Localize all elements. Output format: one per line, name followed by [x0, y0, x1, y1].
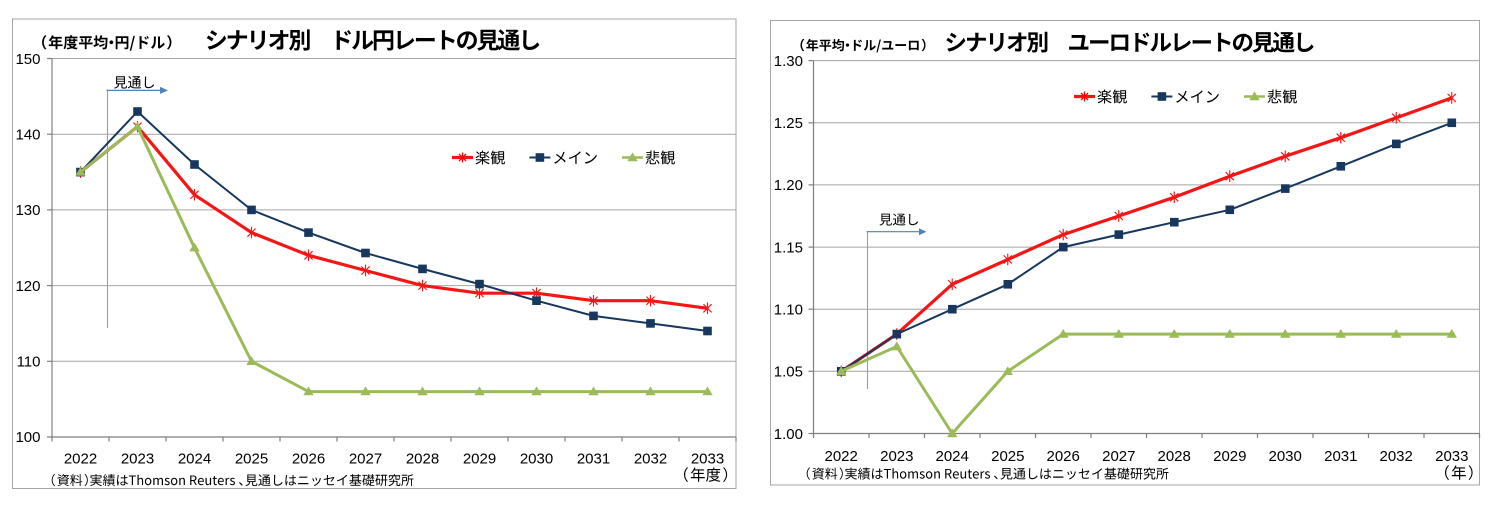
svg-text:2022: 2022 — [825, 448, 858, 465]
svg-text:2032: 2032 — [634, 451, 667, 468]
svg-text:2028: 2028 — [406, 451, 439, 468]
svg-text:2026: 2026 — [1047, 448, 1080, 465]
svg-text:2030: 2030 — [520, 451, 553, 468]
svg-text:2025: 2025 — [991, 448, 1024, 465]
svg-text:1.25: 1.25 — [774, 115, 803, 132]
svg-text:2030: 2030 — [1269, 448, 1302, 465]
svg-text:2023: 2023 — [121, 451, 154, 468]
svg-text:2029: 2029 — [463, 451, 496, 468]
svg-text:2033: 2033 — [691, 451, 724, 468]
svg-text:130: 130 — [15, 202, 40, 219]
svg-text:1.15: 1.15 — [774, 239, 803, 256]
svg-text:2027: 2027 — [349, 451, 382, 468]
svg-text:2027: 2027 — [1102, 448, 1135, 465]
svg-text:1.30: 1.30 — [774, 53, 803, 70]
svg-text:1.10: 1.10 — [774, 301, 803, 318]
svg-text:2031: 2031 — [1324, 448, 1357, 465]
svg-text:2022: 2022 — [64, 451, 97, 468]
svg-text:2026: 2026 — [292, 451, 325, 468]
svg-text:2032: 2032 — [1380, 448, 1413, 465]
svg-text:2024: 2024 — [178, 451, 211, 468]
svg-text:1.05: 1.05 — [774, 364, 803, 381]
svg-text:2031: 2031 — [577, 451, 610, 468]
svg-text:2025: 2025 — [235, 451, 268, 468]
svg-text:2024: 2024 — [936, 448, 969, 465]
svg-text:150: 150 — [15, 51, 40, 68]
svg-text:2028: 2028 — [1158, 448, 1191, 465]
svg-text:140: 140 — [15, 126, 40, 143]
svg-text:2023: 2023 — [880, 448, 913, 465]
svg-text:1.20: 1.20 — [774, 177, 803, 194]
svg-text:1.00: 1.00 — [774, 426, 803, 443]
svg-text:120: 120 — [15, 278, 40, 295]
svg-text:2033: 2033 — [1435, 448, 1468, 465]
svg-text:2029: 2029 — [1213, 448, 1246, 465]
svg-text:110: 110 — [17, 354, 41, 371]
svg-text:100: 100 — [15, 429, 40, 446]
